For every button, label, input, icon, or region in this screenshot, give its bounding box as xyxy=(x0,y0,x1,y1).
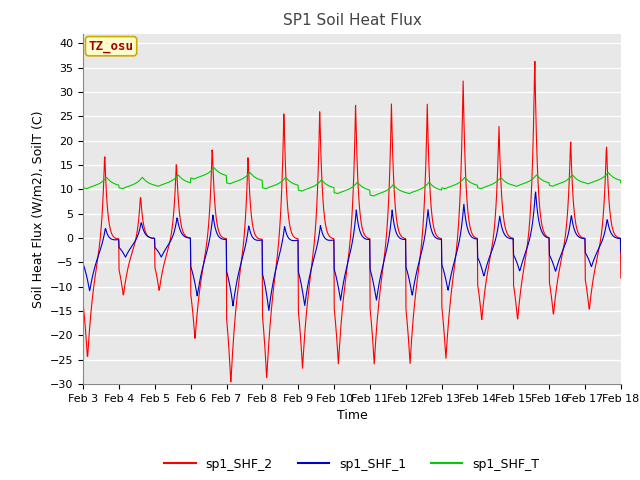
sp1_SHF_T xyxy=(259,185,267,191)
Line: sp1_SHF_2: sp1_SHF_2 xyxy=(83,61,621,382)
sp1_SHF_T xyxy=(186,180,193,185)
sp1_SHF_T xyxy=(79,185,87,191)
sp1_SHF_1 xyxy=(532,189,540,195)
sp1_SHF_2 xyxy=(554,277,561,283)
sp1_SHF_1 xyxy=(506,236,514,241)
sp1_SHF_1 xyxy=(199,264,207,270)
sp1_SHF_T xyxy=(436,187,444,192)
Y-axis label: Soil Heat Flux (W/m2), SoilT (C): Soil Heat Flux (W/m2), SoilT (C) xyxy=(31,110,44,308)
sp1_SHF_2 xyxy=(617,275,625,281)
sp1_SHF_2 xyxy=(259,323,267,328)
sp1_SHF_T xyxy=(506,181,514,187)
sp1_SHF_2 xyxy=(506,234,514,240)
sp1_SHF_T xyxy=(199,173,207,179)
X-axis label: Time: Time xyxy=(337,409,367,422)
sp1_SHF_T xyxy=(617,180,625,186)
sp1_SHF_T xyxy=(554,181,561,187)
sp1_SHF_2 xyxy=(79,302,87,308)
Legend: sp1_SHF_2, sp1_SHF_1, sp1_SHF_T: sp1_SHF_2, sp1_SHF_1, sp1_SHF_T xyxy=(159,453,545,476)
Line: sp1_SHF_T: sp1_SHF_T xyxy=(83,168,621,196)
sp1_SHF_1 xyxy=(265,308,273,313)
Title: SP1 Soil Heat Flux: SP1 Soil Heat Flux xyxy=(283,13,421,28)
sp1_SHF_2 xyxy=(531,59,539,64)
sp1_SHF_1 xyxy=(617,249,625,255)
sp1_SHF_1 xyxy=(554,262,561,267)
sp1_SHF_T xyxy=(370,193,378,199)
sp1_SHF_T xyxy=(210,165,218,170)
Text: TZ_osu: TZ_osu xyxy=(88,40,134,53)
sp1_SHF_2 xyxy=(199,266,207,272)
sp1_SHF_2 xyxy=(227,379,235,385)
sp1_SHF_2 xyxy=(436,235,444,241)
sp1_SHF_2 xyxy=(186,235,193,241)
sp1_SHF_1 xyxy=(186,235,193,241)
sp1_SHF_1 xyxy=(259,273,267,278)
sp1_SHF_1 xyxy=(436,236,444,242)
sp1_SHF_1 xyxy=(79,261,87,267)
Line: sp1_SHF_1: sp1_SHF_1 xyxy=(83,192,621,311)
